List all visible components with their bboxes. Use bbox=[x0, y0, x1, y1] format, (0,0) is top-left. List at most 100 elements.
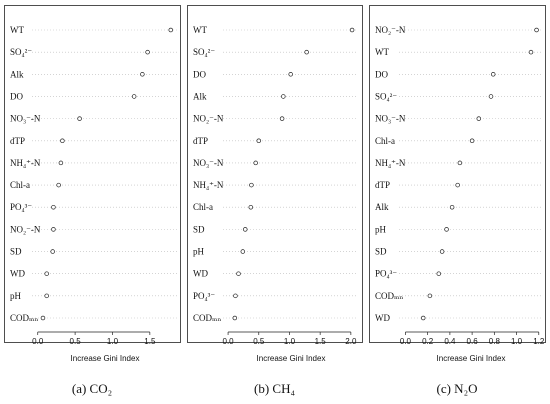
panel-caption: (c) N₂O bbox=[437, 381, 478, 396]
x-tick-label: 1.0 bbox=[284, 337, 296, 346]
data-point bbox=[243, 227, 248, 232]
x-tick-label: 1.0 bbox=[107, 337, 119, 346]
data-point bbox=[60, 138, 65, 144]
data-point bbox=[131, 94, 137, 99]
panel-frame bbox=[369, 5, 546, 343]
data-point bbox=[44, 293, 49, 299]
data-point bbox=[58, 160, 64, 166]
data-point bbox=[281, 94, 286, 99]
variable-label: NH₄⁺-N bbox=[375, 158, 406, 168]
x-tick-label: 0.2 bbox=[422, 337, 434, 346]
x-tick-label: 1.2 bbox=[533, 337, 545, 346]
x-tick-label: 1.5 bbox=[315, 337, 327, 346]
variable-label: WT bbox=[10, 25, 24, 35]
variable-label: CODₘₙ bbox=[10, 313, 39, 323]
data-point bbox=[420, 315, 426, 321]
panel-caption: (a) CO₂ bbox=[72, 381, 112, 396]
data-point bbox=[488, 94, 494, 99]
variable-label: dTP bbox=[10, 136, 25, 146]
variable-label: WD bbox=[10, 269, 25, 279]
variable-label: NO₂⁻-N bbox=[10, 224, 41, 234]
variable-label: PO₄³⁻ bbox=[193, 291, 215, 301]
variable-label: PO₄³⁻ bbox=[10, 202, 32, 212]
data-point bbox=[240, 249, 246, 254]
variable-label: NH₄⁺-N bbox=[10, 158, 41, 168]
data-point bbox=[168, 27, 174, 33]
variable-label: NH₄⁺-N bbox=[193, 180, 224, 190]
variable-label: CODₘₙ bbox=[193, 313, 222, 323]
variable-label: Chl-a bbox=[10, 180, 30, 190]
variable-label: NO₃⁻-N bbox=[375, 114, 406, 124]
data-point bbox=[40, 315, 46, 321]
variable-label: Chl-a bbox=[375, 136, 395, 146]
data-point bbox=[236, 271, 241, 276]
data-point bbox=[457, 160, 463, 166]
variable-label: WT bbox=[375, 47, 389, 57]
variable-label: SO₄²⁻ bbox=[193, 47, 215, 57]
x-tick-label: 1.0 bbox=[511, 337, 523, 346]
variable-label: Alk bbox=[375, 202, 389, 212]
variable-label: DO bbox=[375, 69, 388, 79]
data-point bbox=[56, 182, 61, 188]
data-point bbox=[44, 271, 49, 276]
data-point bbox=[449, 204, 455, 210]
x-tick-label: 0.4 bbox=[444, 337, 456, 346]
data-point bbox=[253, 160, 258, 166]
variable-label: SO₄²⁻ bbox=[10, 47, 32, 57]
x-tick-label: 0.5 bbox=[70, 337, 82, 346]
variable-label: pH bbox=[375, 224, 387, 234]
variable-label: NO₃⁻-N bbox=[10, 114, 41, 124]
variable-label: Chl-a bbox=[193, 202, 213, 212]
panel-2: WT SO₄²⁻ DO Alk NO₂⁻-N dTP NO₃⁻-N NH₄⁺-N Chl-a SD… bbox=[187, 5, 363, 396]
variable-label: NO₂⁻-N bbox=[375, 25, 406, 35]
x-axis-title: Increase Gini Index bbox=[71, 354, 140, 363]
variable-label: SD bbox=[375, 247, 387, 257]
data-point bbox=[427, 293, 433, 299]
variable-label: WD bbox=[375, 313, 390, 323]
data-point bbox=[140, 72, 145, 77]
data-point bbox=[436, 271, 442, 276]
x-tick-label: 0.6 bbox=[467, 337, 479, 346]
data-point bbox=[349, 27, 355, 33]
variable-label: Alk bbox=[193, 91, 207, 101]
variable-label: SD bbox=[10, 247, 22, 257]
x-tick-label: 0.8 bbox=[489, 337, 501, 346]
x-tick-label: 0.0 bbox=[400, 337, 412, 346]
x-tick-label: 0.5 bbox=[253, 337, 265, 346]
panel-1: WT SO₄²⁻ Alk DO NO₃⁻-N dTP NH₄⁺-N Chl-a PO₄³⁻ NO₂… bbox=[4, 5, 181, 396]
data-point bbox=[233, 293, 238, 299]
variable-label: dTP bbox=[375, 180, 390, 190]
x-axis-title: Increase Gini Index bbox=[257, 354, 326, 363]
variable-label: SO₄²⁻ bbox=[375, 91, 397, 101]
data-point bbox=[288, 72, 293, 77]
variable-label: pH bbox=[193, 247, 205, 257]
x-tick-label: 2.0 bbox=[345, 337, 357, 346]
data-point bbox=[528, 49, 534, 55]
panel-3: NO₂⁻-N WT DO SO₄²⁻ NO₃⁻-N Chl-a NH₄⁺-N dTP Alk pH… bbox=[369, 5, 546, 396]
data-point bbox=[248, 204, 254, 210]
data-point bbox=[444, 227, 449, 232]
data-point bbox=[249, 182, 254, 188]
variable-label: WD bbox=[193, 269, 208, 279]
panel-frame bbox=[187, 5, 363, 343]
variable-label: NO₂⁻-N bbox=[193, 114, 224, 124]
data-point bbox=[77, 116, 82, 121]
panel-frame bbox=[4, 5, 181, 343]
variable-label: WT bbox=[193, 25, 207, 35]
data-point bbox=[51, 204, 56, 210]
data-point bbox=[439, 249, 445, 254]
data-point bbox=[304, 49, 309, 55]
variable-label: CODₘₙ bbox=[375, 291, 404, 301]
data-point bbox=[490, 72, 496, 77]
data-point bbox=[51, 227, 56, 232]
x-tick-label: 0.0 bbox=[223, 337, 235, 346]
data-point bbox=[469, 138, 475, 144]
variable-label: NO₃⁻-N bbox=[193, 158, 224, 168]
variable-label: SD bbox=[193, 224, 205, 234]
data-point bbox=[256, 138, 262, 144]
variable-label: pH bbox=[10, 291, 22, 301]
x-axis-title: Increase Gini Index bbox=[437, 354, 506, 363]
data-point bbox=[279, 116, 285, 121]
x-tick-label: 1.5 bbox=[144, 337, 156, 346]
